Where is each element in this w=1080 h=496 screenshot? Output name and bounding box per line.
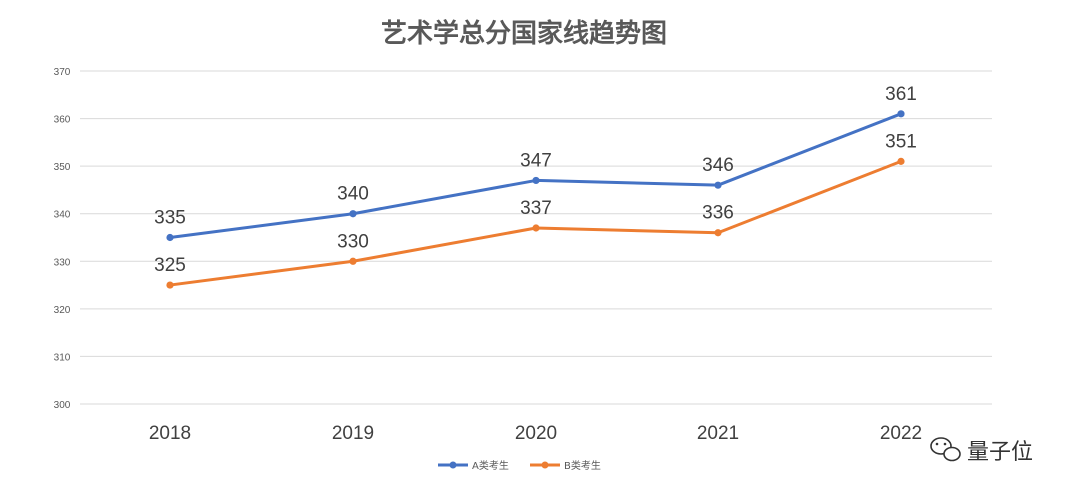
data-label: 346 [702, 155, 734, 176]
y-axis-ticks: 300 310 320 330 340 350 360 370 [54, 67, 71, 411]
y-tick-label: 360 [54, 115, 71, 126]
data-point [714, 181, 722, 189]
data-label: 337 [520, 198, 552, 219]
data-point [897, 110, 905, 118]
x-tick-label: 2022 [880, 423, 922, 444]
data-point [714, 229, 722, 237]
watermark-text: 量子位 [967, 440, 1033, 465]
data-point [349, 257, 357, 265]
x-tick-label: 2020 [515, 423, 557, 444]
series-lines [166, 110, 905, 289]
legend-marker [541, 461, 549, 469]
x-axis-ticks: 2018 2019 2020 2021 2022 [149, 423, 922, 444]
data-label: 330 [337, 231, 369, 252]
data-label: 361 [885, 84, 917, 105]
legend-label: A类考生 [472, 459, 509, 472]
y-tick-label: 370 [54, 67, 71, 78]
chart-title: 艺术学总分国家线趋势图 [381, 18, 667, 49]
data-label: 347 [520, 150, 552, 171]
data-point [897, 157, 905, 165]
legend-marker [449, 461, 457, 469]
y-tick-label: 320 [54, 305, 71, 316]
y-tick-label: 310 [54, 352, 71, 363]
data-label: 336 [702, 203, 734, 224]
legend-label: B类考生 [564, 459, 601, 472]
y-tick-label: 350 [54, 162, 71, 173]
legend: A类考生 B类考生 [438, 459, 601, 472]
y-tick-label: 330 [54, 257, 71, 268]
x-tick-label: 2018 [149, 423, 191, 444]
data-point [166, 281, 174, 289]
wechat-icon [930, 437, 961, 462]
data-label: 335 [154, 208, 186, 229]
watermark: 量子位 [930, 437, 1033, 465]
x-tick-label: 2019 [332, 423, 374, 444]
x-tick-label: 2021 [697, 423, 739, 444]
y-tick-label: 340 [54, 210, 71, 221]
data-point [532, 176, 540, 185]
data-point [166, 233, 174, 242]
data-labels: 335 340 347 346 361 325 330 337 336 351 [154, 84, 917, 276]
data-point [349, 210, 357, 218]
data-label: 340 [337, 184, 369, 205]
gridlines [80, 70, 992, 405]
y-tick-label: 300 [54, 400, 71, 411]
data-label: 351 [885, 131, 917, 152]
data-label: 325 [154, 255, 186, 276]
data-point [532, 224, 540, 232]
